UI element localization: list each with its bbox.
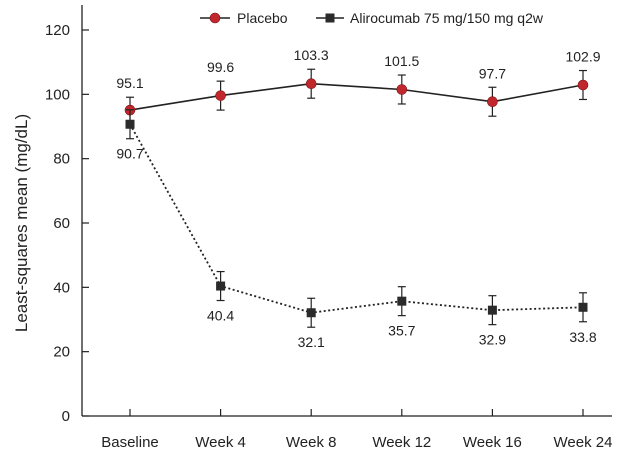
series-placebo: 95.1 99.6 103.3 101.5 97.7 102.9 (116, 47, 601, 124)
data-point (577, 79, 589, 91)
x-tick-label: Week 12 (372, 434, 431, 451)
data-label: 33.8 (569, 329, 596, 345)
data-point (397, 296, 407, 306)
data-label: 102.9 (565, 49, 600, 65)
y-tick-label: 120 (45, 22, 70, 39)
data-point (487, 305, 497, 315)
y-tick-label: 100 (45, 86, 70, 103)
legend-label: Alirocumab 75 mg/150 mg q2w (350, 10, 544, 26)
data-point (306, 308, 316, 318)
legend-marker-square (325, 13, 335, 23)
y-tick-label: 40 (53, 279, 70, 296)
y-tick-label: 60 (53, 215, 70, 232)
data-label: 95.1 (116, 75, 143, 91)
legend-item-placebo: Placebo (200, 10, 288, 26)
legend: Placebo Alirocumab 75 mg/150 mg q2w (200, 10, 544, 26)
data-point (487, 96, 498, 108)
x-tick-label: Week 24 (554, 434, 613, 451)
series-line (129, 82, 584, 111)
data-label: 35.7 (388, 323, 415, 339)
data-point (305, 78, 317, 90)
data-label: 32.9 (479, 332, 506, 348)
x-tick-label: Week 16 (463, 434, 522, 451)
data-point (396, 84, 408, 95)
data-point (215, 90, 226, 101)
data-point (216, 281, 226, 291)
series-alirocumab: 90.7 40.4 32.1 35.7 32.9 33.8 (116, 109, 597, 350)
data-label: 101.5 (384, 53, 419, 69)
data-label: 103.3 (294, 47, 329, 63)
legend-item-alirocumab: Alirocumab 75 mg/150 mg q2w (316, 10, 544, 26)
axes: 0 20 40 60 80 100 120 Baseline Week 4 Week 8 Week … (12, 5, 612, 451)
data-label: 32.1 (298, 334, 325, 350)
x-tick-label: Week 4 (195, 434, 246, 451)
legend-label: Placebo (237, 10, 288, 26)
legend-marker-circle (209, 12, 221, 24)
y-axis-title: Least-squares mean (mg/dL) (12, 114, 31, 332)
data-point (125, 119, 135, 129)
y-tick-label: 80 (53, 151, 70, 168)
series-line (129, 123, 584, 314)
data-label: 97.7 (479, 65, 506, 81)
x-tick-label: Baseline (101, 434, 159, 451)
data-label: 40.4 (207, 308, 234, 324)
data-label: 90.7 (116, 146, 143, 162)
y-tick-label: 20 (53, 344, 70, 361)
x-tick-label: Week 8 (286, 434, 337, 451)
data-label: 99.6 (207, 59, 234, 75)
data-point (578, 302, 588, 312)
y-tick-label: 0 (62, 408, 70, 425)
series-layer: 95.1 99.6 103.3 101.5 97.7 102.9 90.7 40.4 32.1 3… (116, 47, 600, 350)
